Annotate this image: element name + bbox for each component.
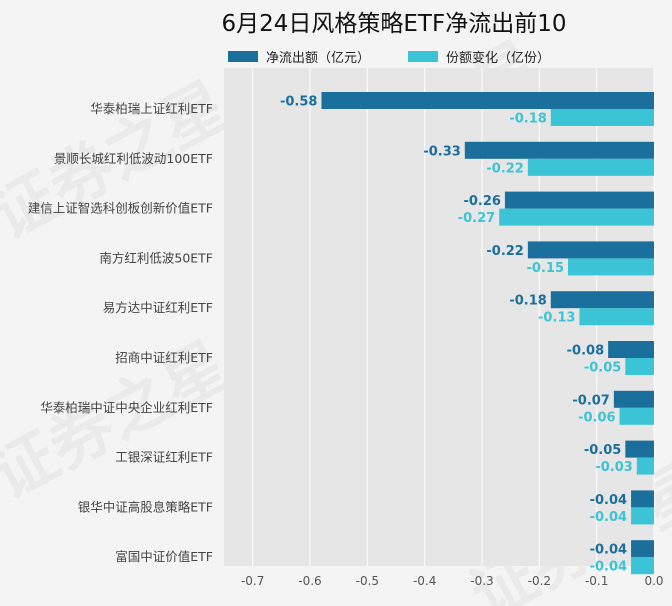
category-label: 南方红利低波50ETF [99, 250, 213, 265]
data-label: -0.58 [280, 95, 317, 110]
x-tick-label: -0.2 [528, 574, 551, 588]
category-label: 富国中证价值ETF [115, 549, 213, 564]
x-tick-label: -0.3 [470, 574, 493, 588]
bar [619, 407, 654, 425]
bar [464, 141, 654, 159]
category-label: 景顺长城红利低波动100ETF [54, 151, 213, 166]
data-label: -0.08 [567, 344, 604, 359]
legend: 净流出额（亿元） 份额变化（亿份） [228, 50, 550, 66]
data-label: -0.04 [590, 543, 627, 558]
category-label: 工银深证红利ETF [115, 450, 213, 465]
data-label: -0.07 [572, 393, 609, 408]
bar [504, 191, 654, 209]
bar [631, 507, 654, 525]
bar [499, 208, 654, 226]
x-tick-label: -0.7 [241, 574, 264, 588]
data-label: -0.18 [509, 294, 546, 309]
bar [608, 341, 654, 358]
data-label: -0.05 [584, 361, 621, 376]
bar [568, 258, 654, 276]
data-label: -0.18 [509, 112, 546, 127]
bar [550, 291, 654, 309]
category-label: 招商中证红利ETF [115, 350, 213, 365]
bar [631, 540, 654, 558]
bar [625, 440, 654, 458]
bar [527, 241, 654, 259]
category-labels: 华泰柏瑞上证红利ETF 景顺长城红利低波动100ETF 建信上证智选科创板创新价值E… [28, 101, 213, 564]
bar [613, 390, 654, 408]
category-label: 华泰柏瑞中证中央企业红利ETF [40, 400, 213, 415]
data-label: -0.22 [486, 161, 523, 176]
category-label: 银华中证高股息策略ETF [78, 499, 213, 514]
data-label: -0.26 [463, 194, 500, 209]
bar [321, 92, 654, 109]
bar [527, 158, 654, 176]
data-label: -0.04 [590, 493, 627, 508]
bar [636, 457, 654, 475]
data-label: -0.04 [590, 560, 627, 575]
chart-title: 6月24日风格策略ETF净流出前10 [222, 11, 567, 37]
legend-label: 份额变化（亿份） [446, 50, 550, 66]
category-label: 华泰柏瑞上证红利ETF [90, 101, 213, 116]
data-label: -0.04 [590, 510, 627, 525]
category-label: 建信上证智选科创板创新价值ETF [28, 201, 213, 216]
data-label: -0.27 [458, 211, 495, 226]
bar [631, 557, 654, 575]
x-tick-label: -0.4 [413, 574, 436, 588]
x-tick-label: -0.6 [298, 574, 321, 588]
data-label: -0.22 [486, 244, 523, 259]
x-axis: -0.7 -0.6 -0.5 -0.4 -0.3 -0.2 -0.1 0.0 [241, 574, 664, 588]
bars: -0.58 -0.18 -0.33 -0.22 -0.26 -0.27 -0.22 -0.15… [280, 92, 654, 575]
x-tick-label: 0.0 [644, 574, 663, 588]
legend-swatch [228, 51, 258, 62]
data-label: -0.06 [578, 410, 615, 425]
data-label: -0.33 [423, 144, 460, 159]
data-label: -0.05 [584, 443, 621, 458]
data-label: -0.13 [538, 311, 575, 326]
legend-swatch [408, 51, 438, 62]
bar [579, 308, 654, 326]
bar [625, 358, 654, 375]
data-label: -0.03 [595, 460, 632, 475]
category-label: 易方达中证红利ETF [103, 300, 213, 315]
x-tick-label: -0.5 [356, 574, 379, 588]
x-tick-label: -0.1 [585, 574, 608, 588]
bar [631, 490, 654, 508]
bar [550, 109, 654, 126]
legend-label: 净流出额（亿元） [266, 51, 370, 66]
data-label: -0.15 [527, 261, 564, 276]
